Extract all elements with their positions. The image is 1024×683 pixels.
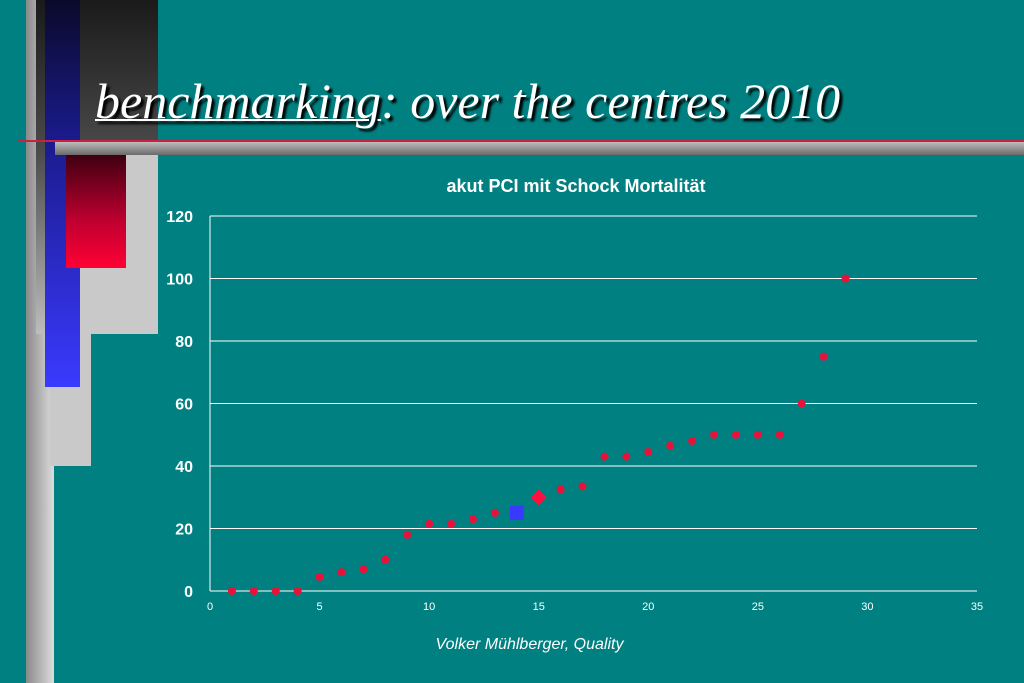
y-tick-label: 20 <box>175 522 193 539</box>
decor-red-block <box>66 152 126 268</box>
y-tick-label: 40 <box>175 459 193 476</box>
data-point <box>381 555 390 564</box>
data-point <box>578 482 587 491</box>
gridlines <box>210 215 977 529</box>
data-point <box>556 485 565 494</box>
data-point <box>315 572 324 581</box>
data-point <box>841 274 850 283</box>
y-tick-label: 100 <box>166 272 193 289</box>
highlight-square-point <box>509 505 524 520</box>
data-point <box>797 399 806 408</box>
data-points <box>227 274 850 595</box>
data-point <box>600 452 609 461</box>
x-tick-label: 30 <box>861 601 873 613</box>
y-tick-label: 120 <box>166 209 193 226</box>
x-tick-label: 20 <box>642 601 654 613</box>
data-point <box>666 441 675 450</box>
data-point <box>359 565 368 574</box>
x-tick-label: 15 <box>533 601 545 613</box>
data-point <box>710 430 719 439</box>
decor-grey-rule <box>55 142 1024 155</box>
y-tick-label: 60 <box>175 397 193 414</box>
data-point <box>425 519 434 528</box>
x-tick-label: 25 <box>752 601 764 613</box>
x-tick-label: 5 <box>317 601 323 613</box>
data-point <box>688 437 697 445</box>
title-rest: : over the centres 2010 <box>381 73 841 129</box>
data-point <box>490 508 499 517</box>
title-keyword: benchmarking <box>95 73 382 129</box>
data-point <box>337 568 346 577</box>
data-point <box>622 452 631 461</box>
data-point <box>227 587 236 595</box>
x-tick-label: 35 <box>971 601 983 613</box>
data-point <box>447 519 456 528</box>
y-tick-label: 0 <box>184 584 193 601</box>
chart-title: akut PCI mit Schock Mortalität <box>446 176 705 196</box>
data-point <box>753 430 762 439</box>
slide-title: benchmarking: over the centres 2010 <box>95 72 840 130</box>
data-point <box>293 587 302 595</box>
data-point <box>403 530 412 539</box>
data-point <box>731 430 740 439</box>
tick-labels: 0 20 40 60 80 100 120 0 5 10 15 20 25 30 35 <box>166 209 983 613</box>
data-point <box>644 447 653 456</box>
data-point <box>775 430 784 439</box>
footer-credit: Volker Mühlberger, Quality <box>435 636 624 653</box>
data-point <box>468 515 477 524</box>
data-point <box>249 587 258 595</box>
data-point <box>271 587 280 595</box>
axes <box>209 216 977 592</box>
x-tick-label: 10 <box>423 601 435 613</box>
decor-red-line <box>18 140 1024 142</box>
highlight-diamond-point <box>530 489 547 506</box>
x-tick-label: 0 <box>207 601 213 613</box>
data-point <box>819 352 828 361</box>
y-tick-label: 80 <box>175 334 193 351</box>
